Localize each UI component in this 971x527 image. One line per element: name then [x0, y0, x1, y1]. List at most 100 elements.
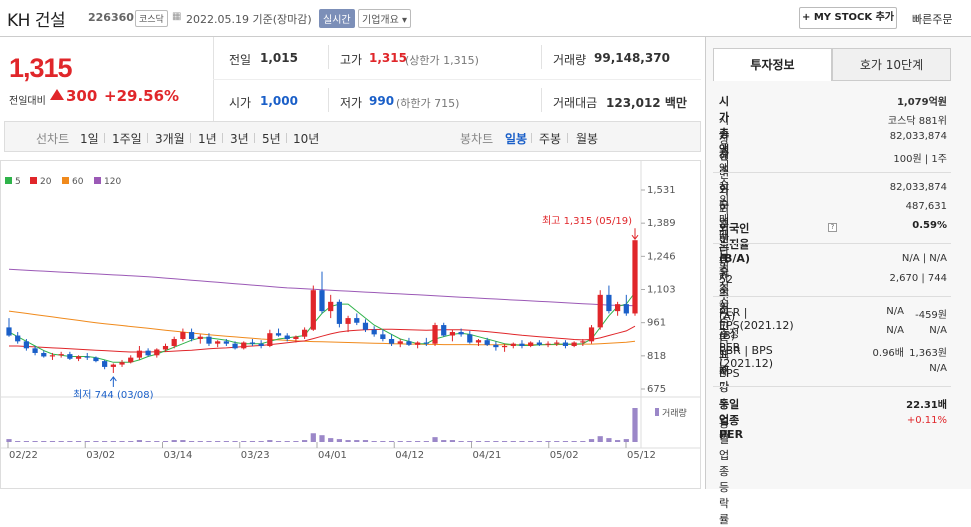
candle-body: [128, 357, 134, 363]
period-bar: [4, 121, 701, 152]
period-daily[interactable]: 일봉: [505, 132, 528, 146]
legend-label: 5: [15, 177, 21, 187]
candle-body: [49, 355, 56, 357]
period-1d[interactable]: 1일: [80, 132, 99, 146]
period-monthly[interactable]: 월봉: [576, 132, 599, 146]
open-label: 시가: [229, 96, 252, 110]
candle-body: [484, 340, 490, 345]
volume-bar: [58, 441, 64, 442]
header-divider: [0, 36, 971, 37]
candle-body: [467, 334, 473, 343]
candle-body: [562, 342, 569, 346]
period-10y[interactable]: 10년: [293, 132, 320, 146]
info-label: PER | EPS(2021.12): [719, 306, 794, 332]
period-3m[interactable]: 3개월: [155, 132, 185, 146]
tab-invest-info[interactable]: 투자정보: [713, 48, 832, 81]
candle-body: [180, 332, 186, 340]
info-label: 시가총액: [719, 95, 730, 156]
period-3y[interactable]: 3년: [230, 132, 249, 146]
volume-bar: [84, 441, 90, 442]
high-value: 1,315: [369, 51, 407, 65]
candle-body: [371, 329, 377, 335]
period-weekly[interactable]: 주봉: [539, 132, 562, 146]
period-1y[interactable]: 1년: [198, 132, 217, 146]
candle-body: [536, 342, 542, 345]
volume-value: 99,148,370: [594, 51, 670, 65]
volume-bar: [41, 441, 47, 442]
help-icon[interactable]: ?: [828, 223, 837, 232]
volume-bar: [128, 441, 134, 442]
candle-body: [632, 240, 638, 314]
add-mystock-button[interactable]: + MY STOCK 추가: [799, 7, 897, 29]
info-label: 시가총액순위: [719, 114, 730, 207]
candle-body: [206, 336, 212, 344]
volume-bar: [241, 441, 247, 442]
y-tick-label: 1,246: [647, 251, 676, 262]
divider: [713, 243, 951, 244]
candle-body: [510, 343, 516, 346]
tab-orderbook[interactable]: 호가 10단계: [832, 48, 951, 81]
candle-body: [197, 336, 203, 340]
base-date: 2022.05.19 기준(장마감): [186, 13, 312, 26]
candle-body: [501, 345, 508, 348]
info-value: 487,631: [905, 201, 947, 212]
volume-bar: [354, 440, 360, 442]
volume-bar: [267, 440, 273, 442]
x-tick-label: 05/12: [627, 450, 656, 461]
divider: [541, 45, 542, 69]
candle-body: [223, 341, 229, 344]
low-value: 990: [369, 94, 395, 108]
candle-body: [93, 357, 99, 362]
candle-body: [475, 340, 482, 343]
trade-amount-label: 거래대금: [553, 96, 598, 110]
candle-body: [328, 301, 334, 312]
candle-body: [615, 304, 621, 312]
info-label: 동일업종 등락률: [719, 417, 730, 526]
volume-bar: [467, 441, 473, 442]
volume-bar: [215, 441, 221, 442]
volume-bar: [423, 441, 429, 442]
company-info-label: 기업개요: [362, 15, 399, 26]
info-value: 1,363원: [909, 348, 947, 359]
price-change: 300: [66, 87, 98, 105]
candle-body: [415, 342, 421, 345]
volume-bar: [388, 441, 395, 442]
quick-order-link[interactable]: 빠른주문: [912, 13, 953, 26]
candle-body: [75, 356, 82, 359]
candle-body: [215, 341, 221, 344]
divider: [213, 79, 701, 80]
period-5y[interactable]: 5년: [262, 132, 281, 146]
x-tick-label: 03/02: [86, 450, 115, 461]
separator: [254, 133, 255, 143]
period-1w[interactable]: 1주일: [112, 132, 142, 146]
info-value: 2,670 | 744: [889, 273, 947, 284]
high-label: 고가: [340, 53, 363, 67]
y-tick-label: 675: [647, 384, 666, 395]
volume-legend-swatch: [655, 408, 659, 416]
info-label: 52주최고 | 최저: [719, 273, 733, 378]
volume-bar: [458, 441, 464, 442]
candle-body: [110, 364, 116, 367]
volume-bar: [136, 440, 143, 442]
realtime-button[interactable]: 실시간: [319, 9, 355, 28]
company-info-dropdown[interactable]: 기업개요 ▾: [358, 9, 412, 28]
candle-body: [23, 341, 29, 349]
volume-bar: [15, 441, 21, 442]
candle-body: [432, 325, 438, 344]
candle-body: [345, 318, 351, 324]
candle-body: [275, 333, 282, 336]
info-label: 배당수익률: [719, 365, 730, 442]
y-tick-label: 1,531: [647, 185, 676, 196]
candle-body: [84, 356, 90, 358]
volume-bar: [545, 441, 551, 442]
min-price-label: 최저 744 (03/08): [73, 389, 154, 401]
separator: [222, 133, 223, 143]
volume-bar: [302, 440, 308, 442]
legend-label: 20: [40, 177, 52, 187]
trade-amount-value: 123,012 백만: [606, 96, 687, 110]
candle-body: [58, 354, 64, 356]
x-tick-label: 02/22: [9, 450, 38, 461]
volume-bar: [49, 441, 56, 442]
price-chart[interactable]: 5 20 60 120 1,531 1,389 1,246 1,103 961 818 675 02/…: [0, 160, 701, 489]
volume-bar: [345, 440, 351, 442]
